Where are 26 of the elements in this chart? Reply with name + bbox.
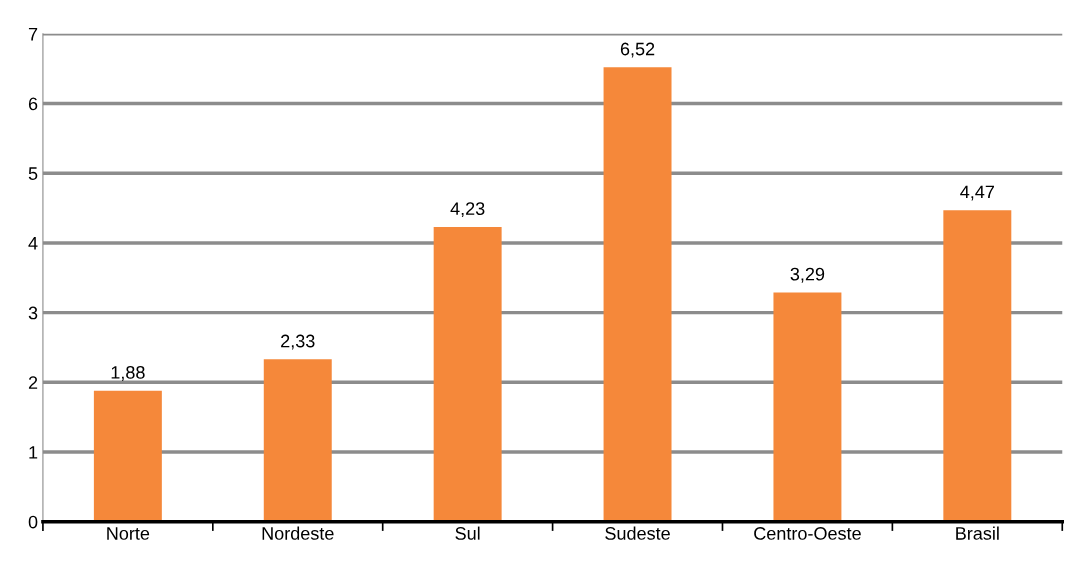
bar xyxy=(603,67,672,522)
x-tick-label: Sudeste xyxy=(605,526,670,540)
y-tick-label: 1 xyxy=(29,446,38,459)
y-tick-label: 2 xyxy=(28,376,38,389)
y-tick-label: 0 xyxy=(28,515,38,529)
y-tick-label: 4 xyxy=(28,237,38,250)
data-label: 2,33 xyxy=(281,334,315,350)
bar xyxy=(93,390,162,522)
data-label: 3,29 xyxy=(790,267,825,283)
x-tick-label: Sul xyxy=(455,526,480,540)
x-tick-label: Brasil xyxy=(956,526,999,540)
y-tick-label: 5 xyxy=(28,167,38,180)
data-label: 1,88 xyxy=(111,365,145,381)
data-label: 4,47 xyxy=(960,185,994,201)
y-tick-label: 7 xyxy=(28,27,38,41)
bar xyxy=(433,226,502,522)
data-label: 6,52 xyxy=(620,42,655,58)
data-label: 4,23 xyxy=(450,202,485,218)
x-tick-label: Centro-Oeste xyxy=(754,527,861,540)
bar xyxy=(773,292,842,522)
y-tick-label: 6 xyxy=(28,97,38,111)
x-tick-label: Norte xyxy=(107,527,150,540)
y-tick-label: 3 xyxy=(28,306,38,320)
bar xyxy=(943,210,1012,522)
bar xyxy=(263,359,332,522)
x-tick-label: Nordeste xyxy=(262,526,334,540)
